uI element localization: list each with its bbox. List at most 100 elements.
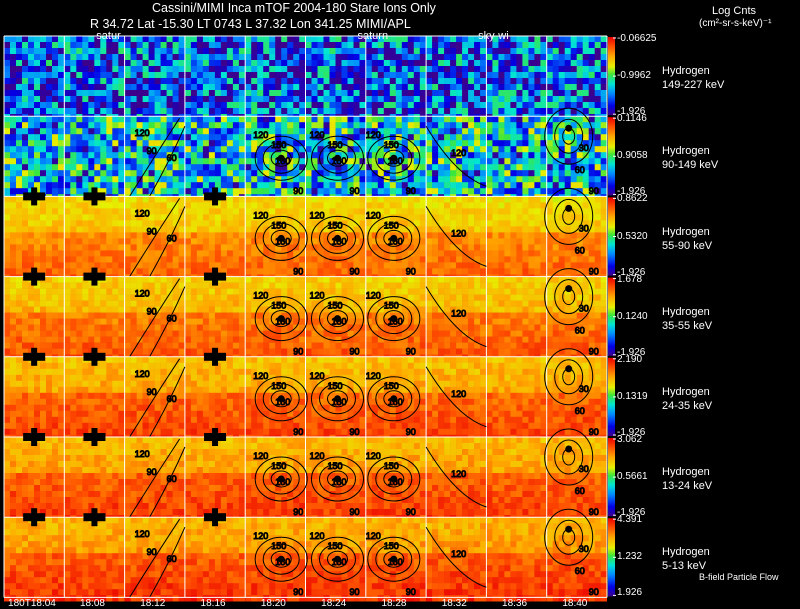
- contour-label: 120: [366, 531, 381, 541]
- contour-label: 150: [328, 541, 343, 551]
- energy-panel: 120 90 60 150 180 120 90 150 180 120 90 150 180 120 90…: [3, 187, 616, 281]
- contour-label: 180: [332, 236, 347, 246]
- colorbar-mid-label: 1.232: [617, 551, 643, 563]
- time-axis-label: 18:08: [79, 598, 105, 609]
- crosshair-marker: [31, 508, 38, 527]
- center-dot: [277, 234, 285, 242]
- chart-title: Cassini/MIMI Inca mTOF 2004-180 Stare Io…: [152, 1, 436, 15]
- footer-note: B-field Particle Flow: [699, 572, 779, 582]
- colorbar-unit: (cm²-sr-s-keV)⁻¹: [699, 18, 772, 29]
- contour-label: 90: [406, 427, 416, 437]
- time-axis-label: 18:36: [502, 598, 528, 609]
- contour-label: 120: [253, 130, 268, 140]
- colorbar-max-label: 0.8622: [617, 193, 648, 205]
- contour-label: 180: [388, 317, 403, 327]
- panel-energy-label: 13-24 keV: [662, 480, 713, 493]
- contour-label: 90: [350, 587, 360, 597]
- contour-label: 120: [451, 389, 466, 399]
- contour-label: 120: [135, 208, 150, 218]
- colorbar: [608, 357, 615, 436]
- colorbar-mid-label: 0.9058: [617, 150, 648, 162]
- panel-energy-label: 90-149 keV: [662, 159, 719, 172]
- contour-label: 120: [253, 371, 268, 381]
- panel-energy-label: 149-227 keV: [662, 79, 725, 92]
- contour-label: 60: [575, 165, 585, 175]
- contour-label: 90: [293, 587, 303, 597]
- contour-label: 120: [366, 291, 381, 301]
- crosshair-marker: [31, 428, 38, 446]
- center-dot: [277, 315, 285, 323]
- contour-label: 120: [253, 531, 268, 541]
- time-axis-label: 18:28: [381, 598, 407, 609]
- contour-label: 150: [328, 140, 343, 150]
- colorbar-min-label: -1.926: [617, 106, 646, 118]
- energy-panel: 120 90 60 150 180 120 90 150 180 120 90 150 180 120 90…: [3, 428, 616, 522]
- contour-label: 120: [451, 469, 466, 479]
- contour-label: 120: [310, 451, 325, 461]
- center-dot: [565, 365, 573, 373]
- contour-label: 150: [271, 381, 286, 391]
- crosshair-marker: [31, 187, 38, 206]
- crosshair-marker: [212, 508, 219, 527]
- contour-label: 90: [350, 427, 360, 437]
- contour-label: 90: [406, 507, 416, 517]
- colorbar-max-label: -0.06625: [617, 33, 657, 44]
- center-dot: [390, 234, 398, 242]
- bfield-contours: 120 90 60 150 180 120 90 150 180 120 90 150 180 120 90…: [129, 268, 599, 357]
- contour-label: 150: [328, 301, 343, 311]
- time-axis-label: 18:24: [321, 598, 347, 609]
- panel-species-label: Hydrogen: [662, 145, 710, 158]
- contour-label: 150: [271, 140, 286, 150]
- colorbar-max-label: 3.062: [617, 434, 643, 445]
- contour-label: 90: [589, 186, 599, 196]
- colorbar: [608, 37, 615, 116]
- crosshair-marker: [212, 428, 219, 446]
- bfield-contours: 120 90 60 150 180 120 90 150 180 120 90 150 180 120 90…: [129, 348, 599, 437]
- contour-label: 90: [406, 186, 416, 196]
- contour-label: 90: [350, 347, 360, 357]
- contour-label: 60: [575, 406, 585, 416]
- crosshair-marker: [91, 267, 98, 286]
- contour-label: 120: [135, 289, 150, 299]
- time-axis-label: 18:40: [562, 598, 588, 609]
- contour-label: 120: [135, 128, 150, 138]
- contour-label: 90: [147, 387, 157, 397]
- contour-label: 30: [579, 464, 589, 474]
- colorbar: [608, 117, 615, 196]
- center-dot: [277, 154, 285, 162]
- center-dot: [390, 475, 398, 483]
- colorbar-mid-label: 0.1319: [617, 390, 648, 402]
- time-axis-label: 18:16: [200, 598, 226, 609]
- colorbar-mid-label: 0.1240: [617, 310, 648, 322]
- contour-label: 180: [275, 557, 290, 567]
- panel-energy-label: 35-55 keV: [662, 319, 713, 332]
- time-axis-label: 18:20: [260, 598, 286, 609]
- colorbar-min-label: -1.926: [617, 427, 646, 438]
- contour-label: 150: [384, 461, 399, 471]
- contour-label: 180: [388, 236, 403, 246]
- panel-species-label: Hydrogen: [662, 466, 710, 479]
- contour-label: 90: [406, 266, 416, 276]
- contour-label: 90: [589, 347, 599, 357]
- colorbar-mid-label: 0.5320: [617, 230, 648, 242]
- colorbar-min-label: -1.926: [617, 266, 646, 278]
- contour-label: 60: [167, 554, 177, 564]
- contour-label: 90: [589, 266, 599, 276]
- contour-label: 180: [275, 397, 290, 407]
- center-dot: [390, 555, 398, 563]
- center-dot: [565, 124, 573, 132]
- contour-label: 150: [384, 381, 399, 391]
- crosshair-marker: [31, 267, 38, 286]
- crosshair-marker: [91, 508, 98, 527]
- contour-label: 60: [167, 153, 177, 163]
- center-dot: [390, 154, 398, 162]
- contour-label: 30: [579, 304, 589, 314]
- colorbar-max-label: 1.678: [617, 273, 643, 285]
- panel-species-label: Hydrogen: [662, 546, 710, 559]
- colorbar: [608, 518, 615, 597]
- colorbar-min-label: -1.926: [617, 186, 646, 198]
- panel-energy-label: 5-13 keV: [662, 560, 707, 573]
- contour-label: 120: [310, 531, 325, 541]
- frame-marker-label: saturn: [358, 30, 389, 42]
- center-dot: [334, 234, 341, 242]
